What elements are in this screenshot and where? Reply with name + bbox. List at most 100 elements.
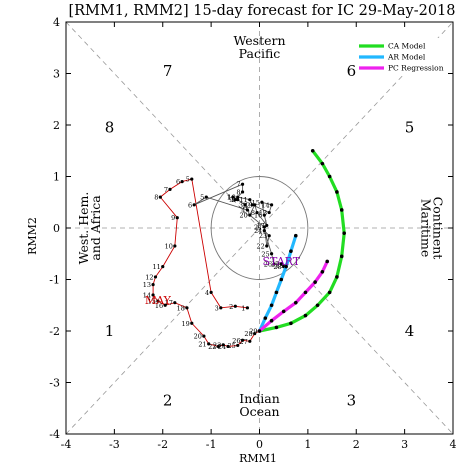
observed-upper-point-19: [253, 203, 257, 207]
start-label: START: [262, 255, 300, 268]
ca-model-point-8: [339, 254, 344, 259]
x-tick-label-6: 2: [353, 438, 360, 451]
ar-model-point-3: [269, 303, 274, 308]
observed-point-23: [221, 343, 225, 347]
pc-regression-point-7: [320, 269, 325, 274]
observed-upper-point-label-14: 14: [261, 201, 269, 209]
observed-upper-point-10: [236, 195, 240, 199]
region-top-line-2: Pacific: [239, 46, 281, 61]
observed-upper-point-26: [272, 262, 276, 266]
forecast-series: [257, 148, 346, 333]
observed-point-label-12: 12: [145, 273, 153, 281]
observed-point-25: [236, 343, 240, 348]
observed-point-20: [202, 334, 206, 338]
observed-point-label-29: 29: [249, 328, 257, 336]
observed-upper-point-label-15: 15: [252, 199, 260, 207]
pc-regression-point-1: [257, 329, 262, 333]
region-bottom-line-1: Indian: [239, 391, 280, 406]
observed-upper-point-label-24: 24: [254, 227, 262, 235]
phase-label-3: 3: [347, 392, 357, 410]
y-axis-label: RMM2: [26, 217, 39, 255]
observed-upper-point-label-28: 28: [273, 263, 281, 271]
observed-upper-point-23: [267, 234, 271, 238]
chart-title: [RMM1, RMM2] 15-day forecast for IC 29-M…: [68, 3, 455, 19]
observed-upper-point-label-16: 16: [254, 212, 262, 220]
observed-upper-point-8: [240, 190, 245, 194]
y-tick-label-2: -2: [49, 325, 60, 338]
observed-upper-point-3: [243, 203, 247, 207]
observed-point-label-9: 9: [171, 214, 175, 222]
ar-model-point-8: [293, 233, 298, 238]
ar-model-point-7: [289, 249, 293, 253]
observed-point-11: [161, 265, 165, 269]
observed-point-24: [226, 344, 230, 349]
region-right-line-2: Continent: [431, 197, 446, 260]
observed-point-label-7: 7: [164, 186, 168, 194]
observed-point-label-2: 2: [229, 303, 233, 311]
observed-point-8: [158, 195, 162, 199]
y-tick-label-8: 4: [53, 16, 60, 29]
observed-upper-point-label-3: 3: [239, 201, 243, 209]
observed-upper-point-24: [262, 228, 266, 233]
observed-point-7: [168, 187, 172, 191]
phase-label-7: 7: [163, 62, 173, 80]
observed-point-26: [240, 338, 245, 342]
observed-point-9: [175, 216, 179, 220]
observed-point-label-23: 23: [213, 341, 221, 349]
observed-upper-point-label-10: 10: [227, 194, 235, 202]
observed-point-label-13: 13: [143, 281, 151, 289]
x-tick-label-3: -1: [206, 438, 217, 451]
observed-upper-point-label-13: 13: [259, 209, 267, 217]
observed-upper-point-label-9: 9: [229, 196, 233, 204]
observed-point-label-19: 19: [181, 320, 189, 328]
observed-point-13: [151, 283, 155, 287]
ca-model-line: [257, 149, 346, 333]
observed-upper-point-2: [236, 198, 240, 202]
ca-model-point-5: [315, 303, 320, 308]
observed-point-15: [156, 299, 160, 303]
phase-label-4: 4: [405, 322, 415, 340]
observed-point-1: [245, 306, 250, 310]
ca-model-point-9: [342, 231, 346, 235]
observed-upper-point-21: [262, 225, 266, 229]
x-tick-label-5: 1: [304, 438, 311, 451]
ca-model-point-2: [274, 325, 279, 330]
diagonal-guide-2: [65, 21, 454, 435]
ca-model-point-7: [335, 275, 339, 279]
observed-point-4: [209, 290, 213, 294]
pc-regression-point-5: [303, 290, 308, 295]
observed-point-label-22: 22: [208, 343, 216, 351]
observed-point-label-3: 3: [215, 304, 219, 312]
y-tick-label-6: 2: [53, 119, 60, 132]
observed-point-label-27: 27: [240, 338, 248, 346]
region-left-line-2: and Africa: [88, 195, 103, 261]
observed-point-label-16: 16: [155, 302, 163, 310]
observed-upper-point-7: [240, 182, 245, 186]
observed-upper-point-22: [265, 244, 269, 248]
x-tick-label-0: -4: [61, 438, 72, 451]
ar-model-point-4: [274, 290, 279, 295]
observed-upper-point-label-7: 7: [236, 181, 240, 189]
observed-point-22: [216, 344, 220, 349]
y-tick-label-4: 0: [53, 222, 60, 235]
observed-upper-point-label-6: 6: [188, 201, 192, 209]
region-bottom-line-2: Ocean: [239, 404, 279, 419]
ca-model-point-13: [320, 161, 325, 166]
x-tick-label-8: 4: [450, 438, 457, 451]
observed-point-21: [207, 342, 211, 346]
observed-upper-point-label-23: 23: [259, 232, 267, 240]
observed-point-27: [248, 339, 252, 343]
observed-upper-point-label-12: 12: [242, 201, 250, 209]
ca-model-point-14: [310, 148, 315, 153]
x-tick-label-7: 3: [401, 438, 408, 451]
ca-model-point-12: [327, 174, 332, 179]
observed-upper-point-6: [192, 203, 196, 207]
region-top-line-1: Western: [233, 33, 285, 48]
observed-point-label-8: 8: [154, 194, 158, 202]
observed-point-label-28: 28: [244, 330, 252, 338]
month-label: MAY: [145, 294, 172, 307]
observed-upper-point-11: [248, 198, 252, 202]
